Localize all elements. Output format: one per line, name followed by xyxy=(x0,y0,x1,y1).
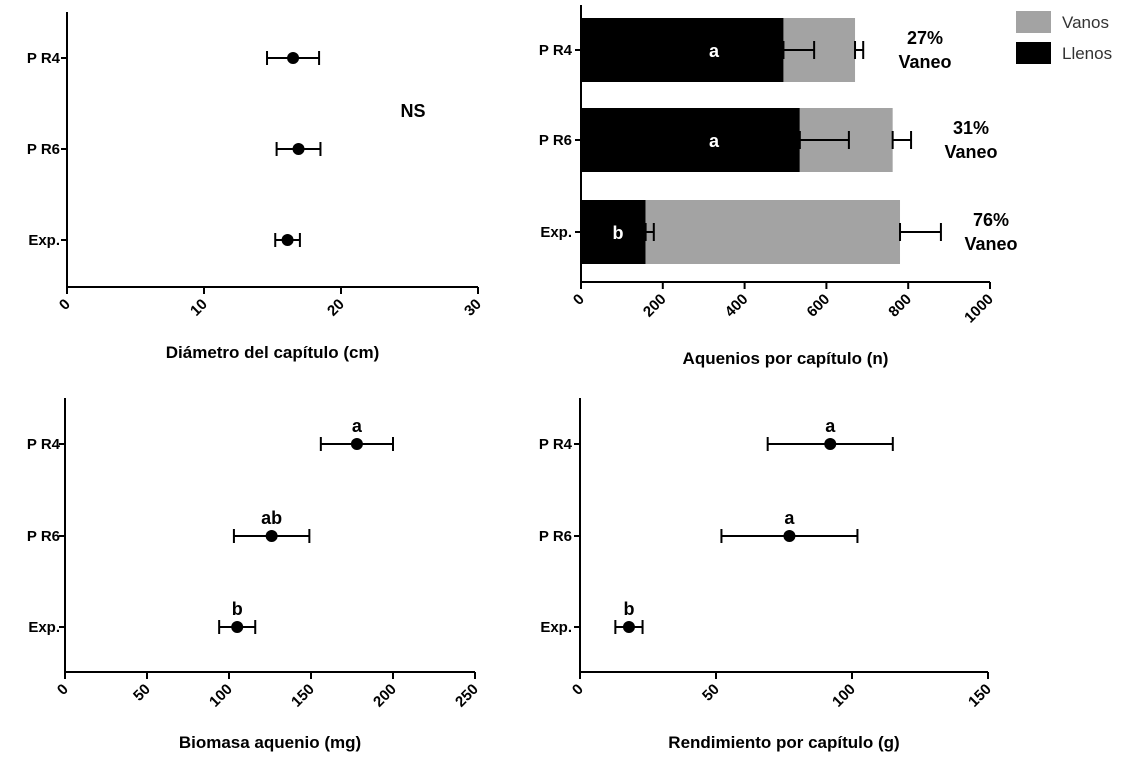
vaneo-label: Vaneo xyxy=(898,52,951,72)
y-tick-label: Exp. xyxy=(540,619,572,636)
x-axis-title: Diámetro del capítulo (cm) xyxy=(166,343,379,362)
y-tick-label: Exp. xyxy=(28,619,60,636)
data-point xyxy=(292,143,305,155)
data-point xyxy=(287,52,300,64)
x-tick-label: 250 xyxy=(452,681,482,711)
x-tick-label: 150 xyxy=(288,681,318,711)
data-point xyxy=(824,438,837,450)
x-tick-label: 600 xyxy=(804,291,834,321)
significance-letter: a xyxy=(825,416,836,436)
legend-label-vanos: Vanos xyxy=(1062,13,1109,32)
y-tick-label: P R4 xyxy=(27,50,61,67)
legend-swatch-llenos xyxy=(1016,42,1051,64)
x-tick-label: 0 xyxy=(570,291,588,309)
bar-llenos xyxy=(581,18,784,82)
vaneo-percent: 76% xyxy=(973,210,1009,230)
x-tick-label: 200 xyxy=(640,291,670,321)
vaneo-percent: 31% xyxy=(953,118,989,138)
chart-panel-4: P R4 P R6 Exp. 0 50 100 150 Rendimiento por cap… xyxy=(539,398,995,752)
x-tick-label: 1000 xyxy=(961,291,997,327)
legend-label-llenos: Llenos xyxy=(1062,44,1112,63)
y-tick-label: P R6 xyxy=(539,528,572,545)
significance-letter: ab xyxy=(261,508,282,528)
significance-letter: b xyxy=(232,599,243,619)
significance-letter: a xyxy=(352,416,363,436)
significance-letter: b xyxy=(613,223,624,243)
x-tick-label: 100 xyxy=(206,681,236,711)
significance-letter: a xyxy=(709,131,720,151)
x-tick-label: 150 xyxy=(965,681,995,711)
vaneo-label: Vaneo xyxy=(944,142,997,162)
y-tick-label: P R4 xyxy=(27,436,61,453)
x-axis-title: Biomasa aquenio (mg) xyxy=(179,733,361,752)
x-tick-label: 0 xyxy=(56,296,74,314)
x-tick-label: 200 xyxy=(370,681,400,711)
x-tick-label: 50 xyxy=(130,681,154,705)
data-point xyxy=(350,438,363,450)
vaneo-label: Vaneo xyxy=(964,234,1017,254)
data-point xyxy=(231,621,244,633)
x-tick-label: 20 xyxy=(324,296,348,320)
significance-letter: a xyxy=(709,41,720,61)
chart-panel-3: P R4 P R6 Exp. 0 50 100 150 200 250 Biomasa aquen… xyxy=(27,398,482,752)
ns-annotation: NS xyxy=(400,101,425,121)
x-tick-label: 0 xyxy=(54,681,72,699)
x-tick-label: 800 xyxy=(885,291,915,321)
y-tick-label: P R6 xyxy=(27,528,60,545)
x-axis-title: Aquenios por capítulo (n) xyxy=(683,349,889,368)
vaneo-percent: 27% xyxy=(907,28,943,48)
data-point xyxy=(622,621,635,633)
data-point xyxy=(265,530,278,542)
y-tick-label: P R4 xyxy=(539,42,573,59)
chart-panel-1: P R4 P R6 Exp. 0 10 20 30 Diámetro del capítulo… xyxy=(27,12,485,362)
x-tick-label: 0 xyxy=(569,681,587,699)
legend: Vanos Llenos xyxy=(1016,11,1112,64)
bar-llenos xyxy=(581,108,800,172)
x-tick-label: 50 xyxy=(699,681,723,705)
y-tick-label: Exp. xyxy=(540,224,572,241)
x-tick-label: 10 xyxy=(187,296,211,320)
legend-swatch-vanos xyxy=(1016,11,1051,33)
data-point xyxy=(281,234,294,246)
significance-letter: b xyxy=(623,599,634,619)
y-tick-label: P R6 xyxy=(27,141,60,158)
y-tick-label: Exp. xyxy=(28,232,60,249)
bar-vanos xyxy=(645,200,901,264)
x-tick-label: 400 xyxy=(722,291,752,321)
significance-letter: a xyxy=(784,508,795,528)
chart-panel-2: P R4 P R6 Exp. 0 200 400 600 800 1000 Aquenios po… xyxy=(539,5,1112,368)
data-point xyxy=(783,530,796,542)
bar-llenos xyxy=(581,200,646,264)
y-tick-label: P R6 xyxy=(539,132,572,149)
x-tick-label: 30 xyxy=(461,296,485,320)
x-tick-label: 100 xyxy=(829,681,859,711)
y-tick-label: P R4 xyxy=(539,436,573,453)
x-axis-title: Rendimiento por capítulo (g) xyxy=(668,733,899,752)
